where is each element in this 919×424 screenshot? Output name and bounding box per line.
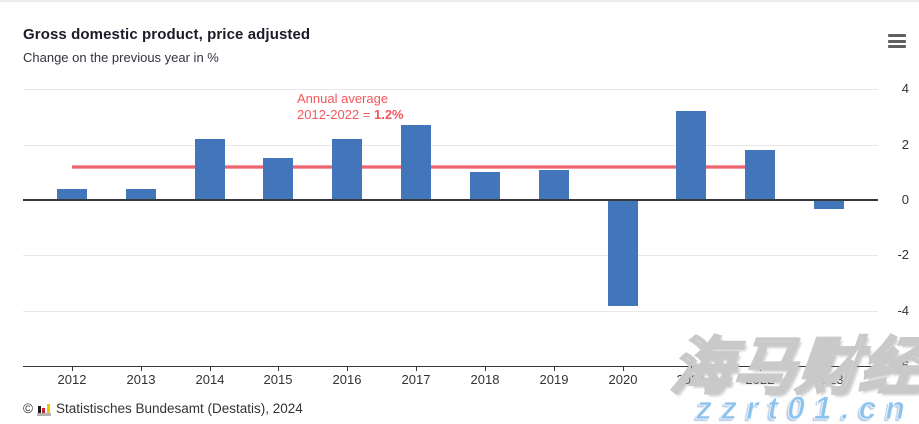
chart-subtitle: Change on the previous year in % (23, 50, 219, 65)
x-axis-tick (141, 366, 142, 371)
copyright-symbol: © (23, 401, 33, 416)
bar-2012[interactable] (57, 189, 87, 200)
bar-2016[interactable] (332, 139, 362, 200)
bar-2019[interactable] (539, 170, 569, 200)
source-text: Statistisches Bundesamt (Destatis), 2024 (55, 401, 303, 416)
x-axis-label-2015: 2015 (263, 372, 293, 387)
bar-2014[interactable] (195, 139, 225, 200)
y-axis-label: 4 (901, 81, 909, 96)
average-annotation-line2: 2012-2022 = 1.2% (297, 107, 404, 122)
x-axis-tick (72, 366, 73, 371)
x-axis-label-2018: 2018 (470, 372, 500, 387)
gridline (23, 255, 878, 256)
gridline (23, 311, 878, 312)
x-axis-tick (210, 366, 211, 371)
zero-line (23, 199, 878, 201)
y-axis-label: -6 (897, 358, 909, 373)
gridline (23, 145, 878, 146)
x-axis-line (23, 366, 878, 367)
average-annotation: Annual average 2012-2022 = 1.2% (297, 91, 404, 123)
x-axis-label-2022: 2022 (745, 372, 775, 387)
bar-2022[interactable] (745, 150, 775, 200)
source-footer: © Statistisches Bundesamt (Destatis), 20… (23, 401, 303, 416)
x-axis-tick (829, 366, 830, 371)
x-axis-label-2016: 2016 (332, 372, 362, 387)
x-axis-label-2012: 2012 (57, 372, 87, 387)
hamburger-menu-icon[interactable] (887, 32, 907, 50)
x-axis-tick (760, 366, 761, 371)
x-axis-tick (623, 366, 624, 371)
destatis-logo-icon (36, 402, 52, 416)
x-axis-label-2014: 2014 (195, 372, 225, 387)
average-annotation-line1: Annual average (297, 91, 389, 106)
bar-2020[interactable] (608, 201, 638, 306)
gridline (23, 89, 878, 90)
chart-title: Gross domestic product, price adjusted (23, 26, 311, 43)
bar-2023[interactable] (814, 201, 844, 209)
x-axis-label-2017: 2017 (401, 372, 431, 387)
x-axis-tick (416, 366, 417, 371)
x-axis-label-2013: 2013 (126, 372, 156, 387)
x-axis-tick (278, 366, 279, 371)
x-axis-label-2021: 2021 (676, 372, 706, 387)
bar-2015[interactable] (263, 158, 293, 200)
bar-2013[interactable] (126, 189, 156, 200)
y-axis-label: 2 (901, 137, 909, 152)
x-axis-label-2023: 2023 (814, 372, 844, 387)
y-axis-label: 0 (901, 192, 909, 207)
x-axis-tick (554, 366, 555, 371)
x-axis-label-2019: 2019 (539, 372, 569, 387)
bar-2018[interactable] (470, 172, 500, 200)
bar-2017[interactable] (401, 125, 431, 200)
x-axis-tick (347, 366, 348, 371)
x-axis-label-2020: 2020 (608, 372, 638, 387)
bar-2021[interactable] (676, 111, 706, 200)
average-value: 1.2% (373, 107, 404, 122)
y-axis-label: -2 (897, 247, 909, 262)
y-axis-label: -4 (897, 303, 909, 318)
x-axis-tick (485, 366, 486, 371)
x-axis-tick (691, 366, 692, 371)
